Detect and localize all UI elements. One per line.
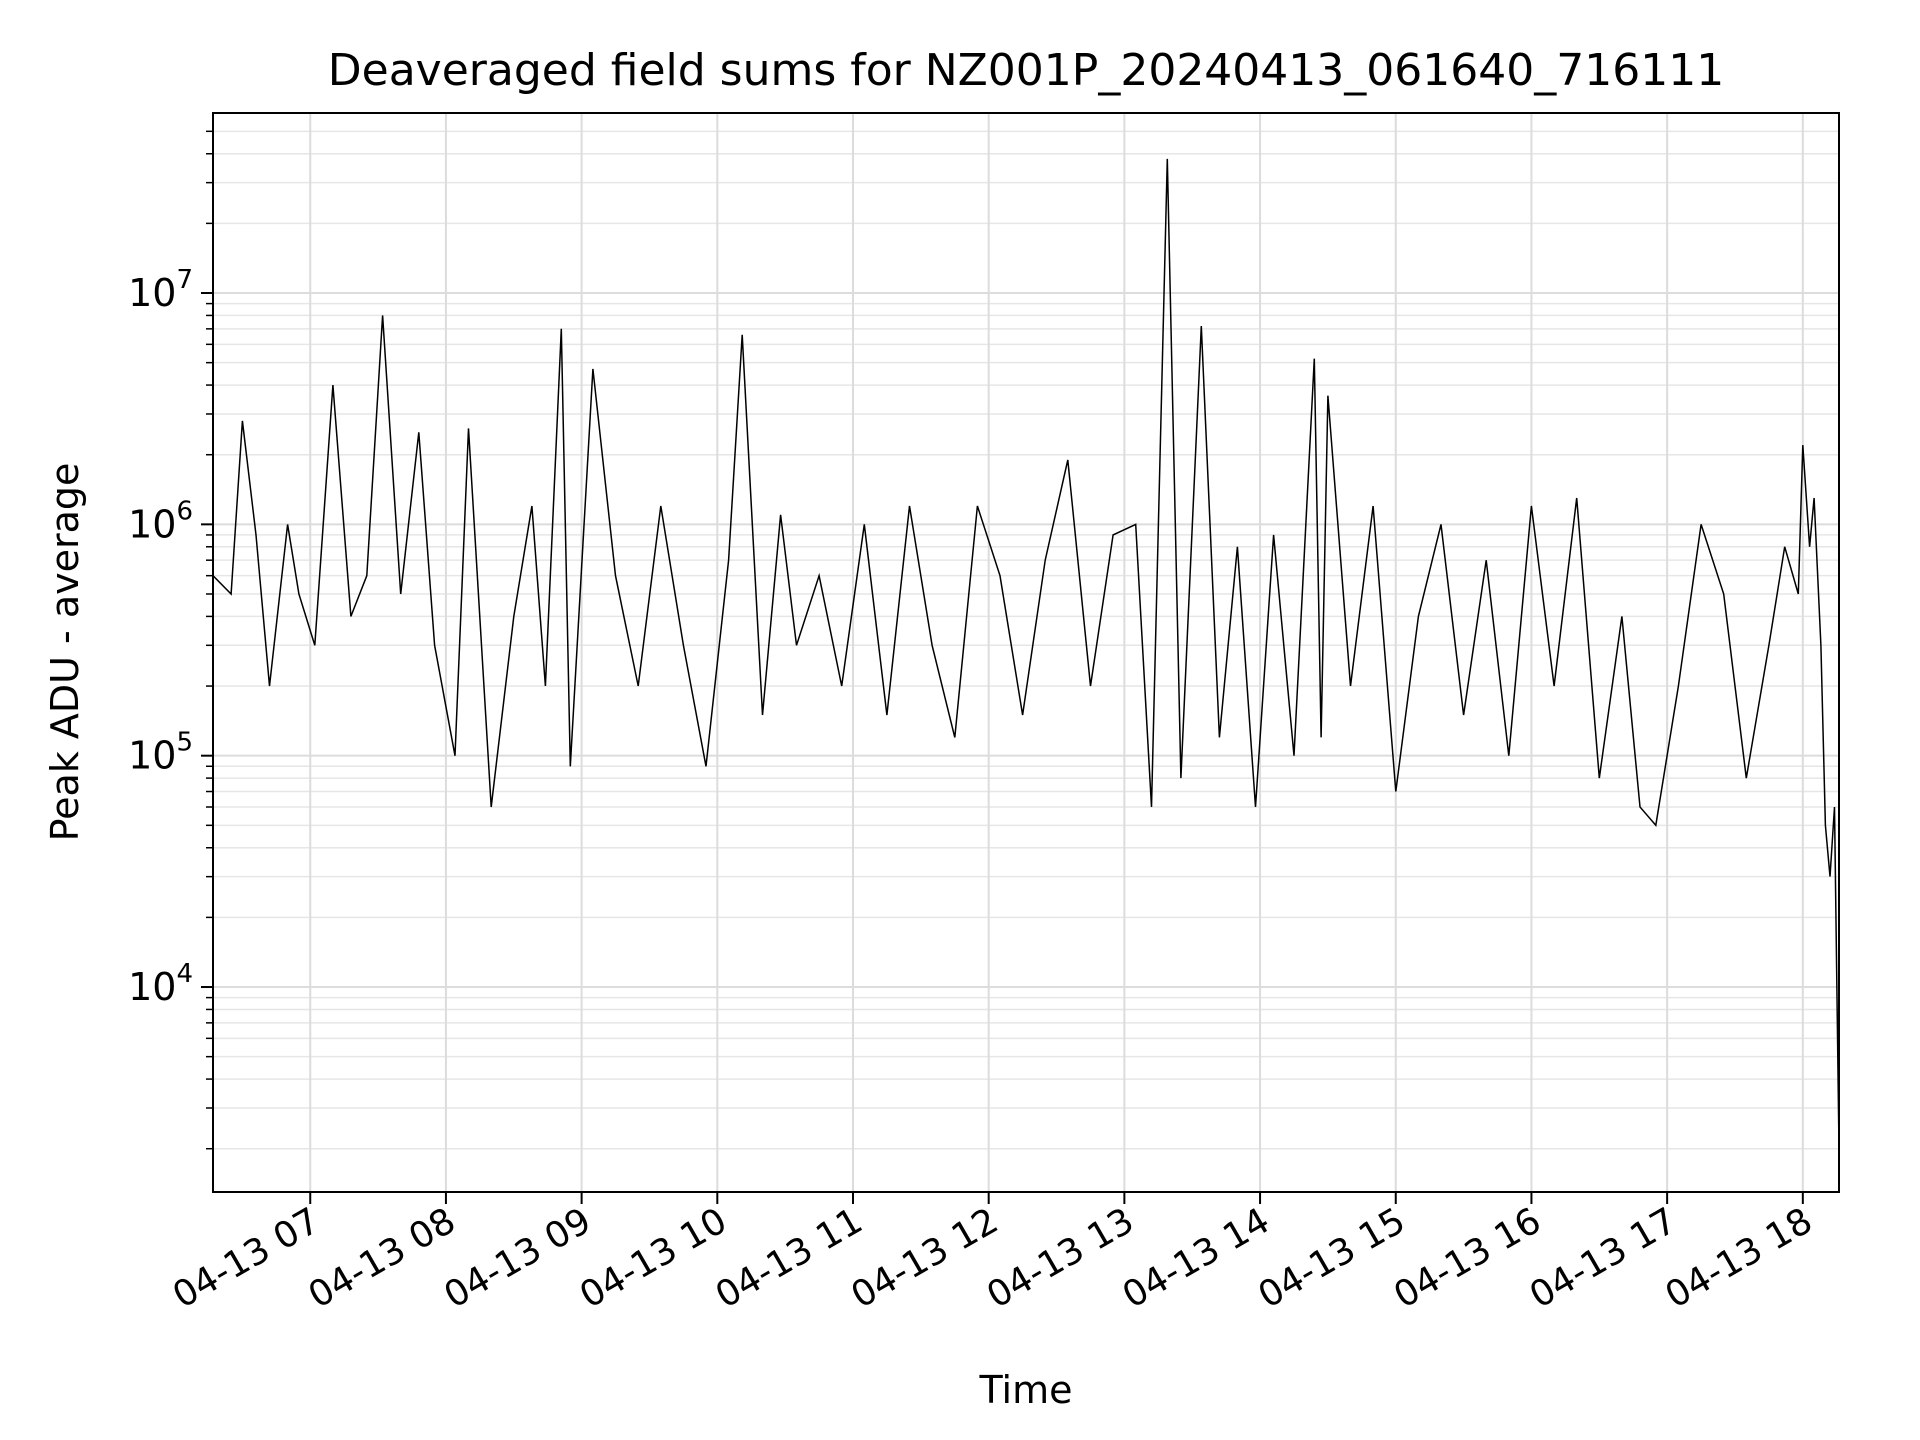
plot-frame xyxy=(212,112,1840,1193)
x-axis-label: Time xyxy=(979,1368,1073,1412)
y-tick-label-base: 10 xyxy=(128,502,176,546)
major-gridlines xyxy=(213,113,1839,1192)
series-line xyxy=(213,158,1839,1149)
ticks-layer xyxy=(201,130,1804,1204)
y-tick-label-base: 10 xyxy=(128,734,176,778)
y-axis-label: Peak ADU - average xyxy=(43,463,87,842)
y-tick-label: 104 xyxy=(128,959,193,1009)
y-tick-label: 105 xyxy=(128,728,193,778)
series-layer xyxy=(213,158,1839,1149)
y-tick-label: 106 xyxy=(128,496,193,546)
y-tick-label-base: 10 xyxy=(128,271,176,315)
y-tick-label-base: 10 xyxy=(128,965,176,1009)
y-tick-label-exponent: 6 xyxy=(176,496,193,526)
y-tick-label-exponent: 4 xyxy=(176,959,193,989)
chart-title: Deaveraged field sums for NZ001P_2024041… xyxy=(328,45,1724,96)
y-tick-label-exponent: 5 xyxy=(176,728,193,758)
y-tick-label-exponent: 7 xyxy=(176,265,193,295)
minor-gridlines xyxy=(213,130,1839,1150)
y-tick-label: 107 xyxy=(128,265,193,315)
